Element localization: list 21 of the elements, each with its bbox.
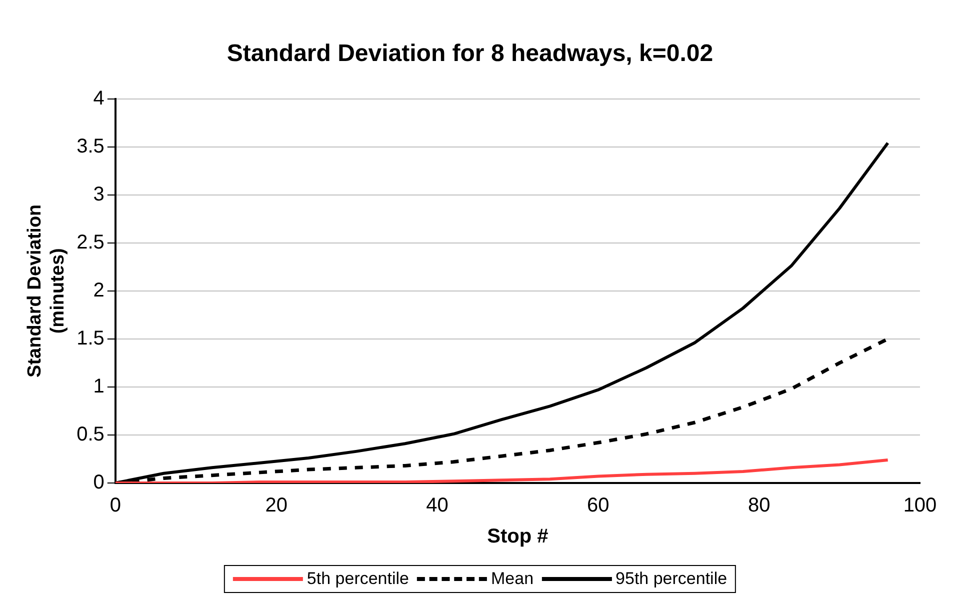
- legend-label: 5th percentile: [306, 569, 410, 589]
- x-tick-label: 40: [426, 494, 448, 517]
- y-tick-label: 0.5: [76, 423, 104, 446]
- y-tick-label: 4: [93, 87, 104, 110]
- y-tick-label: 0: [93, 472, 104, 494]
- x-tick-label: 20: [265, 494, 288, 517]
- x-tick-label: 60: [587, 494, 610, 517]
- y-tick-label: 1: [93, 375, 104, 398]
- y-tick-label: 3: [93, 183, 104, 206]
- x-tick-label: 0: [110, 494, 121, 517]
- x-tick-label: 100: [903, 494, 937, 517]
- legend-label: Mean: [491, 569, 534, 589]
- x-tick-label: 80: [748, 494, 770, 517]
- chart-title: Standard Deviation for 8 headways, k=0.02: [226, 40, 714, 68]
- x-axis-title: Stop #: [487, 526, 548, 548]
- y-tick-label: 2: [93, 279, 104, 302]
- y-tick-label: 3.5: [76, 135, 104, 158]
- y-tick-label: 2.5: [76, 231, 104, 254]
- y-axis-title: Standard Deviation (minutes): [24, 204, 68, 378]
- legend-label: 95th percentile: [616, 569, 728, 589]
- y-tick-label: 1.5: [76, 327, 104, 350]
